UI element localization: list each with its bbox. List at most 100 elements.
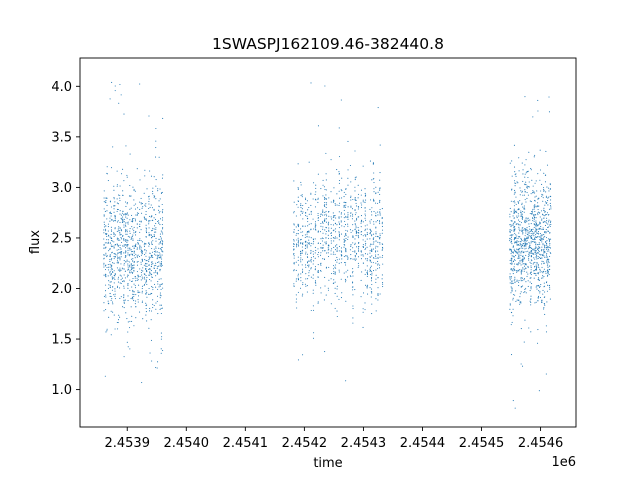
data-point bbox=[117, 252, 119, 254]
data-point bbox=[110, 299, 112, 301]
data-point bbox=[533, 270, 535, 272]
data-point bbox=[364, 244, 366, 246]
data-point bbox=[140, 261, 142, 263]
data-point bbox=[354, 224, 356, 226]
data-point bbox=[324, 205, 326, 207]
data-point bbox=[297, 229, 299, 231]
data-point bbox=[518, 270, 520, 272]
data-point bbox=[145, 260, 147, 262]
data-point bbox=[310, 267, 312, 269]
data-point bbox=[541, 266, 543, 268]
data-point bbox=[537, 248, 539, 250]
data-point bbox=[519, 244, 521, 246]
data-point bbox=[120, 233, 122, 235]
data-point bbox=[317, 248, 319, 250]
data-point bbox=[330, 224, 332, 226]
data-point bbox=[537, 249, 540, 251]
data-point bbox=[375, 192, 377, 194]
data-point bbox=[373, 200, 375, 202]
data-point bbox=[536, 342, 539, 344]
data-point bbox=[350, 181, 352, 183]
data-point bbox=[161, 212, 164, 214]
data-point bbox=[145, 263, 147, 265]
data-point bbox=[137, 291, 139, 293]
data-point bbox=[338, 217, 340, 219]
data-point bbox=[139, 208, 141, 210]
data-point bbox=[121, 267, 123, 269]
data-point bbox=[114, 288, 116, 290]
data-point bbox=[352, 305, 354, 307]
data-point bbox=[343, 205, 345, 207]
data-point bbox=[509, 224, 511, 226]
data-point bbox=[360, 250, 362, 252]
data-point bbox=[379, 202, 381, 204]
data-point bbox=[531, 213, 533, 215]
data-point bbox=[153, 253, 156, 255]
data-point bbox=[542, 261, 544, 263]
data-point bbox=[347, 177, 349, 179]
data-point bbox=[103, 258, 105, 260]
data-point bbox=[366, 265, 368, 267]
data-point bbox=[116, 230, 118, 233]
data-point bbox=[539, 253, 541, 255]
data-point bbox=[109, 263, 111, 265]
data-point bbox=[510, 277, 512, 279]
data-point bbox=[548, 196, 550, 198]
data-point bbox=[149, 307, 151, 310]
data-point bbox=[312, 218, 314, 220]
data-point bbox=[158, 257, 160, 259]
data-point bbox=[327, 287, 329, 289]
data-point bbox=[536, 269, 538, 271]
data-point bbox=[537, 228, 539, 230]
data-point bbox=[322, 244, 324, 246]
data-point bbox=[132, 186, 134, 188]
data-point bbox=[511, 262, 513, 264]
data-point bbox=[143, 216, 145, 218]
data-point bbox=[540, 190, 542, 192]
data-point bbox=[161, 250, 163, 252]
data-point bbox=[336, 250, 338, 253]
data-point bbox=[304, 245, 307, 247]
data-point bbox=[117, 228, 119, 230]
data-point bbox=[375, 269, 377, 271]
data-point bbox=[137, 301, 139, 303]
data-point bbox=[546, 250, 548, 252]
data-point bbox=[138, 256, 141, 258]
data-point bbox=[511, 260, 513, 262]
data-point bbox=[511, 321, 513, 323]
data-point bbox=[125, 240, 127, 242]
data-point bbox=[548, 274, 550, 276]
data-point bbox=[325, 189, 327, 191]
data-point bbox=[158, 200, 160, 202]
data-point bbox=[340, 99, 342, 101]
data-point bbox=[345, 300, 347, 302]
data-point bbox=[155, 179, 157, 181]
data-point bbox=[510, 224, 512, 226]
data-point bbox=[140, 250, 143, 252]
data-point bbox=[328, 230, 330, 232]
data-point bbox=[111, 219, 113, 221]
data-point bbox=[347, 216, 349, 219]
data-point bbox=[141, 290, 143, 292]
data-point bbox=[312, 277, 314, 279]
data-point bbox=[528, 327, 530, 329]
data-point bbox=[550, 208, 552, 210]
data-point bbox=[126, 233, 128, 235]
data-point bbox=[302, 231, 304, 233]
data-point bbox=[530, 301, 532, 303]
data-point bbox=[295, 294, 297, 296]
data-point bbox=[145, 267, 147, 270]
data-point bbox=[134, 277, 136, 279]
data-point bbox=[509, 279, 511, 281]
data-point bbox=[510, 200, 512, 202]
data-point bbox=[137, 276, 139, 278]
data-point bbox=[524, 164, 526, 166]
data-point bbox=[148, 293, 150, 295]
data-point bbox=[511, 252, 513, 254]
data-point bbox=[519, 262, 521, 264]
data-point bbox=[334, 259, 337, 261]
data-point bbox=[357, 205, 359, 208]
data-point bbox=[109, 217, 111, 219]
data-point bbox=[516, 271, 518, 273]
data-point bbox=[377, 254, 379, 256]
